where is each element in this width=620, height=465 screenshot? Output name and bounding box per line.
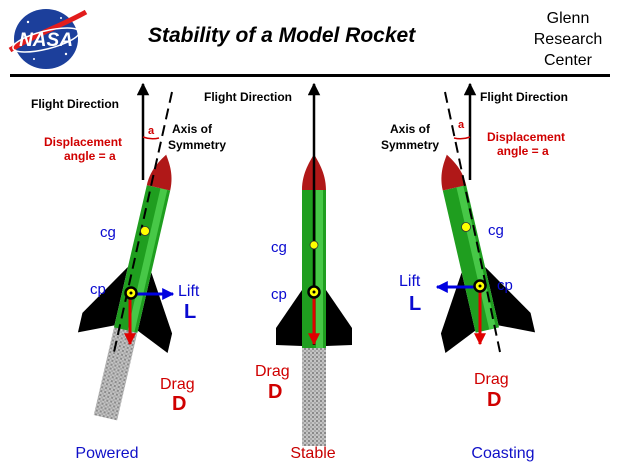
axis-of-label-2: Symmetry xyxy=(168,138,226,152)
org-line-3: Center xyxy=(543,52,593,69)
drag-symbol: D xyxy=(268,381,282,403)
angle-label: a xyxy=(458,119,465,131)
angle-label: a xyxy=(148,125,155,137)
drag-label: Drag xyxy=(160,376,195,393)
cg-label: cg xyxy=(488,222,504,239)
nose-cone xyxy=(441,154,467,191)
lift-label: Lift xyxy=(178,283,200,300)
exhaust-plume xyxy=(93,325,138,421)
axis-of-label-1: Axis of xyxy=(390,122,431,136)
lift-label: Lift xyxy=(399,273,421,290)
axis-of-symmetry-line xyxy=(113,91,173,353)
drag-label: Drag xyxy=(474,371,509,388)
drag-symbol: D xyxy=(172,393,186,415)
header-divider xyxy=(10,74,610,77)
lift-symbol: L xyxy=(409,293,421,315)
cp-label: cp xyxy=(271,286,287,303)
org-line-2: Research xyxy=(533,31,603,48)
cg-marker xyxy=(309,240,319,250)
left-fin xyxy=(77,266,128,333)
axis-of-symmetry-line xyxy=(444,91,501,353)
cg-label: cg xyxy=(100,224,116,241)
drag-label: Drag xyxy=(255,363,290,380)
cg-label: cg xyxy=(271,239,287,256)
nasa-logo: NASA xyxy=(6,4,90,79)
displacement-label-1: Displacement xyxy=(487,130,565,144)
rocket-powered: Flight Direction a Axis of Symmetry Disp… xyxy=(31,82,226,462)
axis-of-label-2: Symmetry xyxy=(381,138,439,152)
cp-label: cp xyxy=(497,277,513,294)
right-fin xyxy=(326,290,352,346)
nasa-logo-text: NASA xyxy=(19,30,73,51)
right-fin xyxy=(485,266,536,333)
flight-direction-label: Flight Direction xyxy=(204,90,292,104)
angle-arc xyxy=(142,136,160,140)
left-fin xyxy=(440,272,476,354)
rocket-stable: Flight Direction cg cp Drag D Stable xyxy=(204,82,352,462)
caption-powered: Powered xyxy=(75,445,138,462)
displacement-label-1: Displacement xyxy=(44,135,122,149)
displacement-label-2: angle = a xyxy=(497,144,549,158)
page-title: Stability of a Model Rocket xyxy=(148,24,416,47)
org-line-1: Glenn xyxy=(546,10,590,27)
flight-direction-label: Flight Direction xyxy=(31,97,119,111)
flight-direction-label: Flight Direction xyxy=(480,90,568,104)
angle-arc xyxy=(453,136,471,140)
right-fin xyxy=(137,272,173,354)
drag-symbol: D xyxy=(487,389,501,411)
cp-label: cp xyxy=(90,281,106,298)
caption-stable: Stable xyxy=(290,445,335,462)
lift-symbol: L xyxy=(184,301,196,323)
cg-marker xyxy=(140,226,150,236)
caption-coasting: Coasting xyxy=(471,445,534,462)
left-fin xyxy=(276,290,302,346)
exhaust-plume xyxy=(302,346,326,446)
rocket-coasting: Flight Direction a Axis of Symmetry Disp… xyxy=(381,82,568,462)
axis-of-label-1: Axis of xyxy=(172,122,213,136)
displacement-label-2: angle = a xyxy=(64,149,116,163)
cg-marker xyxy=(461,222,471,232)
organization-name: Glenn Research Center xyxy=(520,8,616,71)
